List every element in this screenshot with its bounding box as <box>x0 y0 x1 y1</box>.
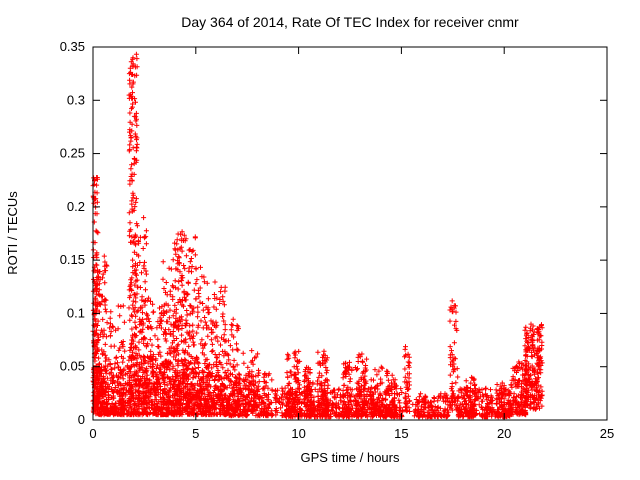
svg-text:0.2: 0.2 <box>67 199 85 214</box>
svg-text:0: 0 <box>89 426 96 441</box>
svg-text:0.05: 0.05 <box>60 359 85 374</box>
svg-text:15: 15 <box>394 426 408 441</box>
svg-text:0: 0 <box>78 412 85 427</box>
y-axis-label: ROTI / TECUs <box>5 191 20 275</box>
svg-text:5: 5 <box>192 426 199 441</box>
svg-text:0.35: 0.35 <box>60 39 85 54</box>
svg-text:10: 10 <box>291 426 305 441</box>
plot-axes: 0 5 10 15 20 25 0 0.05 0.1 0.15 0.2 0.25 0.3 0.35 <box>60 39 615 441</box>
scatter-points <box>90 51 545 420</box>
chart-title: Day 364 of 2014, Rate Of TEC Index for r… <box>181 14 519 30</box>
x-axis-label: GPS time / hours <box>301 450 400 465</box>
svg-text:0.3: 0.3 <box>67 92 85 107</box>
svg-text:0.1: 0.1 <box>67 305 85 320</box>
svg-text:25: 25 <box>600 426 614 441</box>
svg-text:0.15: 0.15 <box>60 252 85 267</box>
svg-text:20: 20 <box>497 426 511 441</box>
svg-text:0.25: 0.25 <box>60 146 85 161</box>
